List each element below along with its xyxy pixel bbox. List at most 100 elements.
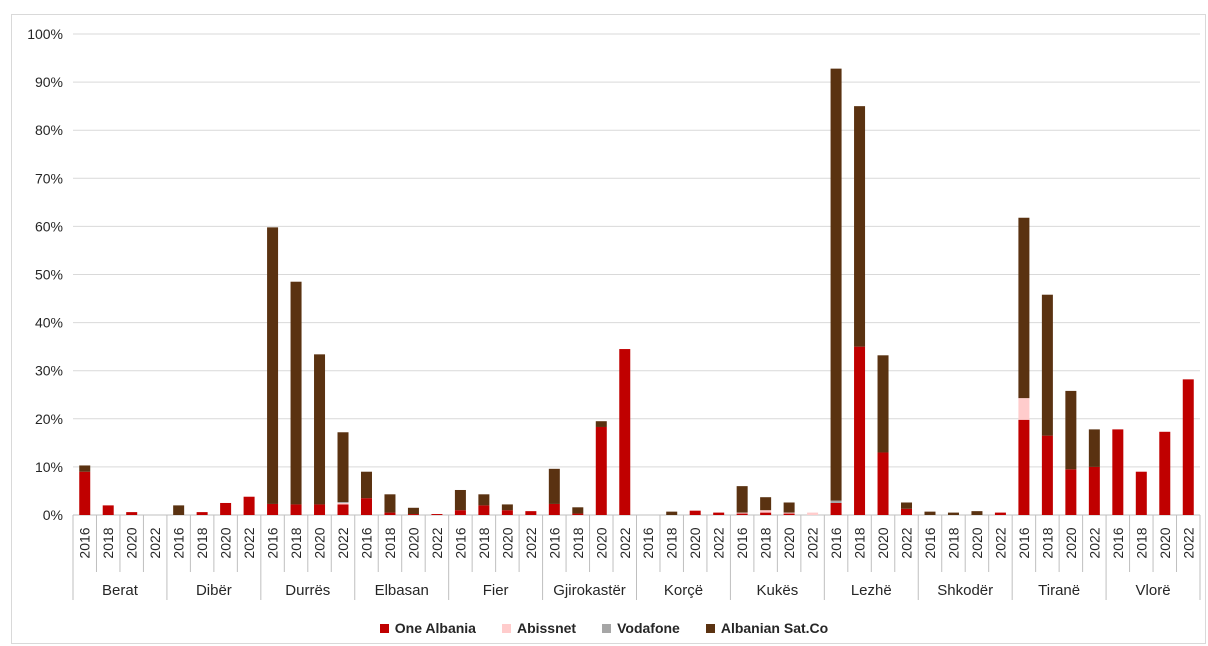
bar-segment [454,489,466,511]
bar-segment [1159,431,1171,515]
x-tick-label-year: 2022 [899,527,915,558]
x-tick-label-year: 2016 [546,527,562,558]
x-tick-label-year: 2018 [1133,527,1149,558]
x-tick-label-year: 2018 [476,527,492,558]
bar-segment [337,432,349,503]
legend-item: Albanian Sat.Co [705,620,829,636]
bar-segment [360,471,372,499]
x-group-label: Elbasan [375,582,429,599]
legend-item: One Albania [379,620,476,636]
legend-label: Albanian Sat.Co [720,620,829,636]
x-tick-label-year: 2018 [1039,527,1055,558]
x-tick-label-year: 2020 [1063,527,1079,558]
x-tick-label-year: 2018 [194,527,210,558]
legend-swatch [602,623,612,633]
bar-segment [760,512,772,515]
bar-segment [924,511,936,515]
legend-swatch [705,623,715,633]
y-tick-label: 10% [35,459,63,475]
y-tick-label: 80% [35,122,63,138]
bar-segment [877,452,889,515]
bar-segment [1135,471,1147,515]
bar-segment [431,514,443,515]
bar-segment [243,496,255,515]
bar-segment [736,513,748,515]
bar-segment [783,502,795,513]
bar-segment [807,512,819,515]
x-group-label: Vlorë [1136,582,1171,599]
bar-segment [267,503,279,515]
bar-segment [337,502,349,503]
x-tick-label-year: 2020 [781,527,797,558]
x-tick-label-year: 2016 [828,527,844,558]
x-tick-label-year: 2020 [499,527,515,558]
legend-label: Vodafone [617,620,680,636]
legend-swatch [379,623,389,633]
x-tick-label-year: 2016 [265,527,281,558]
bar-segment [783,512,795,514]
bar-segment [1041,435,1053,515]
x-tick-label-year: 2022 [711,527,727,558]
bar-segment [290,504,302,515]
bar-segment [1088,466,1100,515]
x-tick-label-year: 2018 [758,527,774,558]
x-group-label: Korçë [664,582,703,599]
x-tick-label-year: 2018 [382,527,398,558]
bar-segment [619,349,631,515]
bar-segment [267,227,279,504]
bar-segment [337,502,349,505]
x-tick-label-year: 2022 [992,527,1008,558]
bar-segment [947,512,959,515]
x-tick-label-year: 2016 [922,527,938,558]
bar-segment [994,512,1006,515]
x-group-label: Kukës [757,582,799,599]
x-tick-label-year: 2020 [312,527,328,558]
bar-segment [901,508,913,515]
bar-segment [314,354,326,505]
legend-item: Abissnet [501,620,577,636]
bar-segment [384,512,396,515]
x-tick-label-year: 2022 [147,527,163,558]
legend-label: Abissnet [516,620,577,636]
bar-segment [407,514,419,515]
x-tick-label-year: 2018 [100,527,116,558]
bar-segment [854,346,866,515]
bar-segment [79,465,91,472]
bar-segment [736,512,748,514]
x-group-label: Gjirokastër [553,582,626,599]
x-tick-label-year: 2016 [452,527,468,558]
legend-label: One Albania [394,620,476,636]
bar-segment [760,510,772,513]
y-tick-label: 20% [35,411,63,427]
bar-segment [79,471,91,515]
x-tick-label-year: 2020 [969,527,985,558]
x-tick-label-year: 2020 [875,527,891,558]
bar-segment [220,502,232,515]
bar-segment [901,502,913,509]
x-tick-label-year: 2022 [617,527,633,558]
bar-segment [666,511,678,515]
bar-segment [689,510,701,515]
bar-segment [595,426,607,515]
bar-segment [360,498,372,515]
bar-segment [314,504,326,515]
x-tick-label-year: 2022 [241,527,257,558]
y-tick-label: 70% [35,170,63,186]
bar-segment [102,505,114,515]
bar-segment [454,510,466,515]
bar-segment [1018,217,1030,399]
bar-segment [126,512,138,515]
x-tick-label-year: 2018 [570,527,586,558]
x-group-label: Durrës [285,582,330,599]
bar-segment [830,502,842,515]
chart-plot-svg: 0% 10% 20% 30% 40% 50% 60% 70% 80% 90% 100% 2016 201… [27,26,1201,600]
bar-segment [548,468,560,504]
x-group-label: Berat [102,582,139,599]
x-group-label: Shkodër [937,582,993,599]
bar-segment [854,106,866,347]
x-tick-label-year: 2018 [664,527,680,558]
x-tick-label-year: 2020 [687,527,703,558]
y-tick-label: 0% [43,507,63,523]
x-group-label: Tiranë [1038,582,1080,599]
x-tick-label-year: 2016 [1110,527,1126,558]
